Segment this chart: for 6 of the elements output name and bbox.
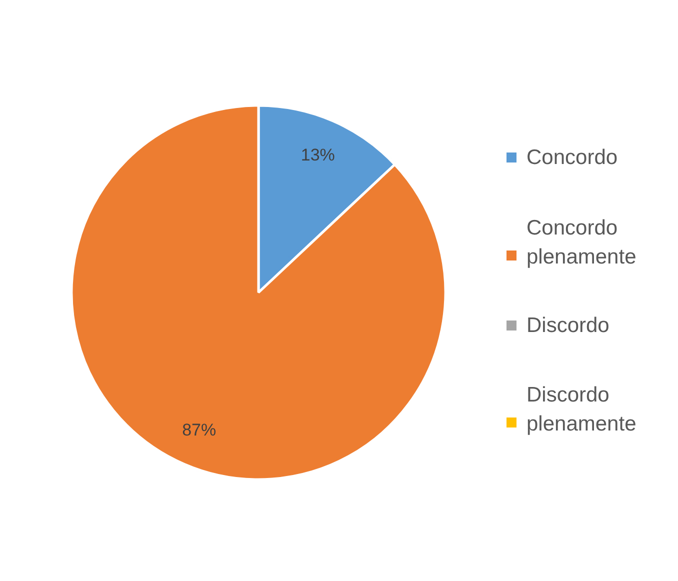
legend-label: Discordo — [526, 314, 610, 337]
legend-label: Discordo plenamente — [526, 384, 636, 436]
legend-label: Concordo — [526, 146, 618, 169]
data-label: 13% — [300, 146, 335, 165]
data-label: 87% — [182, 420, 216, 440]
legend-label: Concordo plenamente — [526, 216, 636, 268]
